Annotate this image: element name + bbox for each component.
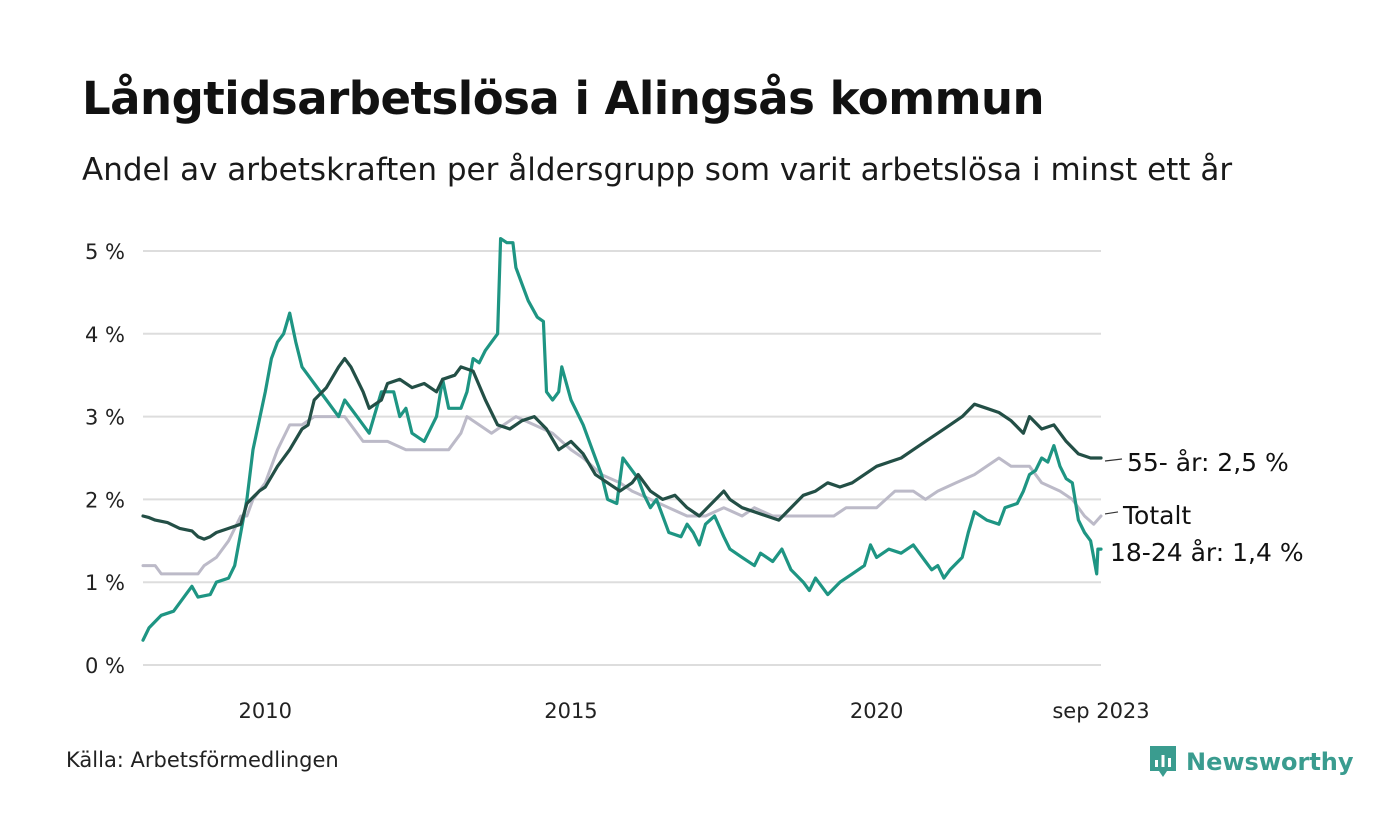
chart-subtitle: Andel av arbetskraften per åldersgrupp s… — [82, 152, 1233, 188]
gridlines — [143, 250, 1101, 666]
series-end-label-total: Totalt — [1122, 501, 1191, 530]
label-leader-old — [1104, 458, 1123, 462]
x-tick-label: sep 2023 — [1052, 699, 1149, 723]
y-tick-label: 4 % — [85, 323, 125, 347]
y-tick-label: 0 % — [85, 654, 125, 678]
brand-name: Newsworthy — [1186, 748, 1354, 776]
series-end-label-old: 55- år: 2,5 % — [1127, 448, 1289, 477]
y-tick-label: 2 % — [85, 488, 125, 512]
label-leader-total — [1104, 511, 1119, 515]
series-line-young — [141, 237, 1103, 642]
x-axis-ticks: 2010 2015 2020 sep 2023 — [239, 699, 1150, 723]
source-note: Källa: Arbetsförmedlingen — [66, 748, 339, 772]
brand-logo: Newsworthy — [1148, 742, 1354, 782]
series-end-label-young: 18-24 år: 1,4 % — [1110, 538, 1304, 567]
y-axis-ticks: 0 % 1 % 2 % 3 % 4 % 5 % — [85, 240, 125, 678]
chart-title: Långtidsarbetslösa i Alingsås kommun — [82, 72, 1045, 125]
series-line-total — [141, 415, 1103, 576]
series-line-old — [141, 357, 1103, 541]
y-tick-label: 3 % — [85, 406, 125, 430]
x-tick-label: 2020 — [850, 699, 903, 723]
series-lines — [141, 237, 1103, 642]
y-tick-label: 1 % — [85, 571, 125, 595]
x-tick-label: 2015 — [544, 699, 597, 723]
x-tick-label: 2010 — [239, 699, 292, 723]
y-tick-label: 5 % — [85, 240, 125, 264]
newsworthy-icon — [1150, 746, 1176, 777]
series-end-labels: Totalt 55- år: 2,5 % 18-24 år: 1,4 % — [1104, 448, 1304, 567]
